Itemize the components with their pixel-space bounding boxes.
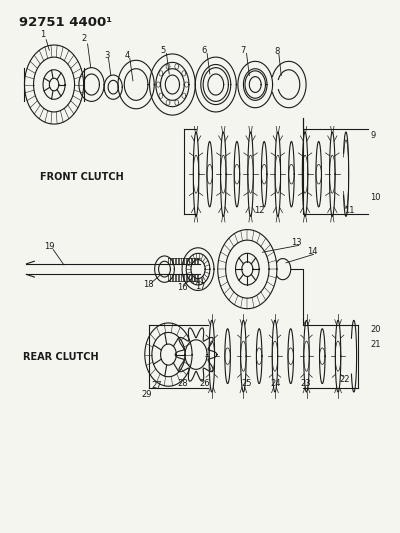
Text: 27: 27 [151,381,162,390]
Text: 1: 1 [40,30,45,39]
Text: 28: 28 [177,379,188,388]
Text: 21: 21 [370,340,381,349]
Text: 12: 12 [254,206,264,215]
Text: 8: 8 [274,47,280,56]
Text: 23: 23 [300,379,311,388]
Text: 10: 10 [370,193,381,203]
Text: 2: 2 [81,34,86,43]
Text: 18: 18 [144,280,154,289]
Text: FRONT CLUTCH: FRONT CLUTCH [40,172,124,182]
Text: 5: 5 [160,46,165,55]
Text: 92751 4400¹: 92751 4400¹ [18,16,112,29]
Text: 6: 6 [201,46,207,55]
Text: 26: 26 [200,379,210,388]
Text: 4: 4 [124,51,130,60]
Text: 14: 14 [307,247,318,256]
Text: 20: 20 [370,325,381,334]
Text: 9: 9 [371,131,376,140]
Text: REAR CLUTCH: REAR CLUTCH [22,352,98,362]
Text: 19: 19 [44,243,54,252]
Text: 17: 17 [195,282,205,291]
Text: 29: 29 [142,390,152,399]
Text: 13: 13 [291,238,302,247]
Text: 11: 11 [344,206,354,215]
Text: 16: 16 [177,283,188,292]
Text: 3: 3 [104,51,109,60]
Text: 24: 24 [271,379,281,388]
Text: 7: 7 [241,46,246,55]
Text: 25: 25 [241,379,252,388]
Text: 22: 22 [340,375,350,384]
